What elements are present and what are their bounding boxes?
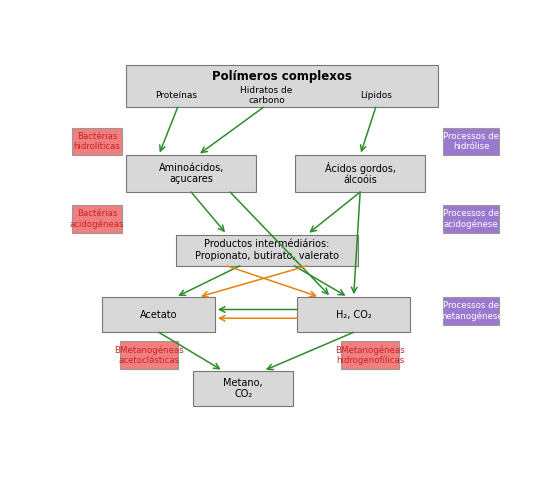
Text: Processos de
acidogénese: Processos de acidogénese — [443, 209, 499, 229]
Text: Aminoácidos,
açucares: Aminoácidos, açucares — [159, 163, 224, 184]
Text: Ácidos gordos,
álcoóis: Ácidos gordos, álcoóis — [325, 162, 396, 185]
Text: Metano,
CO₂: Metano, CO₂ — [224, 378, 263, 399]
FancyBboxPatch shape — [72, 127, 122, 155]
FancyBboxPatch shape — [443, 127, 499, 155]
FancyBboxPatch shape — [120, 342, 178, 369]
FancyBboxPatch shape — [176, 235, 358, 266]
Text: Bactérias
acidogéneas: Bactérias acidogéneas — [70, 209, 124, 229]
FancyBboxPatch shape — [295, 155, 425, 192]
Text: Proteínas: Proteínas — [155, 91, 197, 100]
Text: BMetanogéneas
acetoclásticas: BMetanogéneas acetoclásticas — [114, 345, 184, 365]
FancyBboxPatch shape — [443, 297, 499, 325]
Text: Polímeros complexos: Polímeros complexos — [212, 70, 352, 83]
FancyBboxPatch shape — [102, 297, 215, 332]
FancyBboxPatch shape — [297, 297, 410, 332]
Text: Productos intermédiários:
Propionato, butirato, valerato: Productos intermédiários: Propionato, bu… — [195, 240, 339, 261]
Text: BMetanogéneas
hidrogenofílicas: BMetanogéneas hidrogenofílicas — [335, 345, 405, 365]
Text: Processos de
hidrólise: Processos de hidrólise — [443, 132, 499, 151]
FancyBboxPatch shape — [126, 65, 438, 107]
Text: Bactérias
hidrolíticas: Bactérias hidrolíticas — [74, 132, 120, 151]
Text: Lípidos: Lípidos — [360, 91, 392, 100]
FancyBboxPatch shape — [126, 155, 256, 192]
Text: Acetato: Acetato — [140, 310, 177, 320]
Text: Processos de
metanogénese: Processos de metanogénese — [439, 301, 504, 321]
FancyBboxPatch shape — [443, 205, 499, 233]
Text: Hidratos de
carbono: Hidratos de carbono — [240, 86, 293, 105]
Text: H₂, CO₂: H₂, CO₂ — [336, 310, 372, 320]
FancyBboxPatch shape — [72, 205, 122, 233]
FancyBboxPatch shape — [193, 371, 293, 406]
FancyBboxPatch shape — [340, 342, 399, 369]
